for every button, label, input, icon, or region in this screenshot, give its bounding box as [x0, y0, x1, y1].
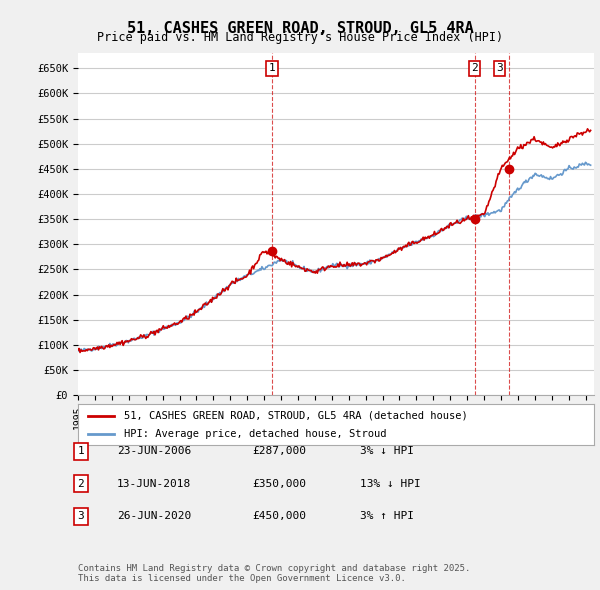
Text: 51, CASHES GREEN ROAD, STROUD, GL5 4RA: 51, CASHES GREEN ROAD, STROUD, GL5 4RA [127, 21, 473, 35]
Text: 1: 1 [77, 447, 85, 456]
Text: HPI: Average price, detached house, Stroud: HPI: Average price, detached house, Stro… [124, 429, 387, 439]
Text: 3: 3 [77, 512, 85, 521]
Text: 2: 2 [77, 479, 85, 489]
Text: £350,000: £350,000 [252, 479, 306, 489]
Text: £287,000: £287,000 [252, 447, 306, 456]
Text: 23-JUN-2006: 23-JUN-2006 [117, 447, 191, 456]
Text: Contains HM Land Registry data © Crown copyright and database right 2025.
This d: Contains HM Land Registry data © Crown c… [78, 563, 470, 583]
Text: 1: 1 [269, 63, 275, 73]
Text: 3% ↓ HPI: 3% ↓ HPI [360, 447, 414, 456]
Text: 13-JUN-2018: 13-JUN-2018 [117, 479, 191, 489]
Text: 3: 3 [496, 63, 503, 73]
Text: 2: 2 [472, 63, 478, 73]
Text: 51, CASHES GREEN ROAD, STROUD, GL5 4RA (detached house): 51, CASHES GREEN ROAD, STROUD, GL5 4RA (… [124, 411, 468, 421]
Text: 26-JUN-2020: 26-JUN-2020 [117, 512, 191, 521]
Text: Price paid vs. HM Land Registry's House Price Index (HPI): Price paid vs. HM Land Registry's House … [97, 31, 503, 44]
Text: 3% ↑ HPI: 3% ↑ HPI [360, 512, 414, 521]
Text: £450,000: £450,000 [252, 512, 306, 521]
Text: 13% ↓ HPI: 13% ↓ HPI [360, 479, 421, 489]
